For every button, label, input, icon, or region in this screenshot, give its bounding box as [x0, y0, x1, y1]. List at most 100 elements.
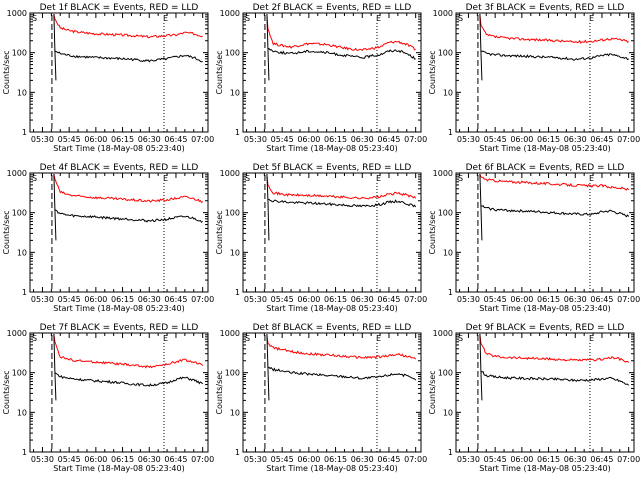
lld-series-line — [479, 13, 629, 44]
events-drop-line — [267, 366, 270, 401]
x-tick-label: 06:00 — [510, 135, 533, 144]
start-marker-label: S — [245, 174, 250, 183]
x-axis-label: Start Time (18-May-08 05:23:40) — [479, 304, 610, 313]
x-tick-label: 06:15 — [111, 455, 134, 464]
y-tick-label: 100 — [12, 49, 27, 58]
y-tick-label: 100 — [438, 209, 453, 218]
plot-frame — [242, 332, 422, 453]
events-series-line — [266, 173, 417, 208]
x-tick-label: 06:15 — [324, 295, 347, 304]
x-tick-label: 05:45 — [271, 455, 294, 464]
x-axis-label: Start Time (18-May-08 05:23:40) — [479, 144, 610, 153]
x-tick-label: 06:00 — [297, 295, 320, 304]
start-marker-label: S — [32, 334, 37, 343]
chart-title: Det 6f BLACK = Events, RED = LLD — [466, 163, 625, 173]
x-tick-label: 06:15 — [111, 295, 134, 304]
y-tick-label: 1 — [22, 128, 27, 137]
detector-panel-5: Det 5f BLACK = Events, RED = LLD 1 10 100 10… — [215, 163, 427, 313]
x-axis-label: Start Time (18-May-08 05:23:40) — [266, 304, 397, 313]
chart-title: Det 2f BLACK = Events, RED = LLD — [253, 3, 412, 13]
x-tick-label: 06:30 — [138, 455, 161, 464]
events-drop-line — [54, 51, 57, 81]
x-tick-label: 07:00 — [617, 455, 640, 464]
end-marker-label: E — [589, 14, 594, 23]
detector-panel-3: Det 3f BLACK = Events, RED = LLD 1 10 100 10… — [428, 3, 640, 153]
plot-frame — [242, 12, 422, 133]
y-axis-label: Counts/sec — [215, 50, 224, 94]
plot-frame — [455, 12, 635, 133]
detector-panel-4: Det 4f BLACK = Events, RED = LLD 1 10 100 10… — [2, 163, 214, 313]
x-tick-label: 06:45 — [164, 455, 187, 464]
x-tick-label: 06:00 — [510, 455, 533, 464]
y-tick-label: 10 — [443, 248, 453, 257]
end-marker-label: E — [376, 174, 381, 183]
events-series-line — [53, 173, 203, 223]
y-tick-label: 1000 — [220, 169, 240, 178]
y-tick-label: 1 — [22, 288, 27, 297]
plot-frame — [455, 172, 635, 293]
y-tick-label: 100 — [12, 209, 27, 218]
y-tick-label: 10 — [17, 248, 27, 257]
y-tick-label: 10 — [17, 88, 27, 97]
y-tick-label: 1000 — [433, 169, 453, 178]
y-tick-label: 100 — [225, 369, 240, 378]
x-tick-label: 07:00 — [191, 135, 214, 144]
x-tick-label: 06:00 — [297, 135, 320, 144]
events-drop-line — [480, 371, 483, 401]
x-axis-label: Start Time (18-May-08 05:23:40) — [53, 144, 184, 153]
events-drop-line — [267, 48, 270, 81]
y-axis-label: Counts/sec — [215, 370, 224, 414]
x-tick-label: 05:45 — [58, 135, 81, 144]
x-tick-label: 05:45 — [484, 295, 507, 304]
events-series-line — [479, 173, 630, 218]
x-tick-label: 06:15 — [537, 295, 560, 304]
detector-panel-1: Det 1f BLACK = Events, RED = LLD 1 10 100 10… — [2, 3, 214, 153]
x-tick-label: 06:15 — [111, 135, 134, 144]
x-tick-label: 06:00 — [84, 455, 107, 464]
plot-frame — [29, 172, 209, 293]
y-tick-label: 100 — [225, 209, 240, 218]
events-series-line — [53, 13, 203, 63]
x-tick-label: 06:00 — [510, 295, 533, 304]
lld-series-line — [266, 13, 416, 52]
x-tick-label: 07:00 — [404, 295, 427, 304]
plot-frame — [242, 172, 422, 293]
x-tick-label: 06:45 — [377, 135, 400, 144]
detector-panel-8: Det 8f BLACK = Events, RED = LLD 1 10 100 10… — [215, 323, 427, 473]
lld-series-line — [479, 173, 630, 191]
x-tick-label: 05:30 — [457, 295, 480, 304]
x-tick-label: 06:30 — [564, 295, 587, 304]
y-axis-label: Counts/sec — [428, 50, 437, 94]
y-tick-label: 100 — [438, 369, 453, 378]
x-tick-label: 05:30 — [31, 135, 54, 144]
events-drop-line — [480, 205, 483, 241]
x-tick-label: 05:30 — [457, 135, 480, 144]
x-tick-label: 05:30 — [244, 135, 267, 144]
plot-frame — [29, 332, 209, 453]
lld-series-line — [479, 333, 630, 363]
y-tick-label: 100 — [12, 369, 27, 378]
y-axis-label: Counts/sec — [2, 370, 11, 414]
x-tick-label: 05:45 — [484, 135, 507, 144]
y-tick-label: 1 — [235, 288, 240, 297]
detector-panel-2: Det 2f BLACK = Events, RED = LLD 1 10 100 10… — [215, 3, 427, 153]
start-marker-label: S — [245, 14, 250, 23]
x-tick-label: 07:00 — [404, 455, 427, 464]
y-axis-label: Counts/sec — [2, 50, 11, 94]
chart-title: Det 3f BLACK = Events, RED = LLD — [466, 3, 625, 13]
chart-title: Det 4f BLACK = Events, RED = LLD — [40, 163, 199, 173]
end-marker-label: E — [589, 174, 594, 183]
chart-title: Det 7f BLACK = Events, RED = LLD — [40, 323, 199, 333]
x-tick-label: 06:15 — [324, 455, 347, 464]
lld-series-line — [266, 173, 417, 200]
y-tick-label: 1 — [22, 448, 27, 457]
y-axis-label: Counts/sec — [428, 210, 437, 254]
y-tick-label: 1 — [235, 128, 240, 137]
x-axis-label: Start Time (18-May-08 05:23:40) — [266, 144, 397, 153]
x-tick-label: 07:00 — [617, 295, 640, 304]
x-tick-label: 06:45 — [590, 135, 613, 144]
detector-panel-7: Det 7f BLACK = Events, RED = LLD 1 10 100 10… — [2, 323, 214, 473]
lld-series-line — [266, 333, 417, 360]
end-marker-label: E — [163, 334, 168, 343]
x-tick-label: 06:45 — [377, 295, 400, 304]
